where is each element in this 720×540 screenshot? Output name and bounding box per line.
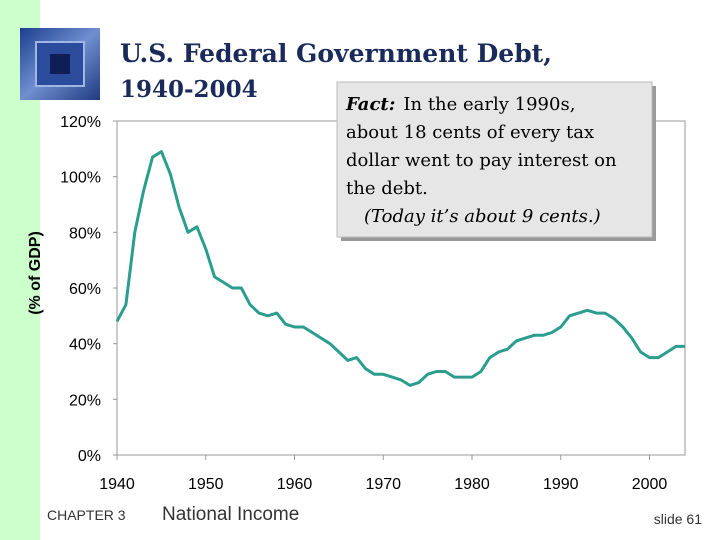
footer-topic: National Income (162, 504, 299, 525)
y-tick-label: 20% (69, 392, 101, 409)
x-tick-label: 1990 (543, 476, 579, 493)
y-tick-label: 100% (60, 170, 101, 187)
y-tick-label: 120% (60, 114, 101, 131)
annotation-label: Fact: (345, 94, 395, 115)
annotation-box (336, 81, 653, 238)
annotation-line: the debt. (346, 178, 428, 199)
chart-subtitle: 1940-2004 (120, 76, 258, 103)
x-tick-label: 1950 (188, 476, 224, 493)
footer-chapter: CHAPTER 3 (47, 507, 126, 523)
y-axis-label: (% of GDP) (27, 231, 44, 315)
annotation-line: Fact: In the early 1990s, (345, 94, 575, 115)
annotation-line: about 18 cents of every tax (346, 122, 594, 143)
chart-title: U.S. Federal Government Debt, (120, 39, 552, 68)
y-tick-label: 60% (69, 281, 101, 298)
debt-line (115, 150, 685, 387)
icon (20, 28, 100, 100)
y-tick-label: 0% (78, 448, 101, 465)
x-tick-label: 1980 (454, 476, 490, 493)
x-tick-label: 1940 (99, 476, 135, 493)
annotation-text: In the early 1990s, (403, 94, 575, 115)
annotation (336, 81, 656, 241)
x-tick-label: 1960 (277, 476, 313, 493)
x-tick-label: 2000 (632, 476, 668, 493)
annotation-line: (Today it’s about 9 cents.) (364, 206, 601, 227)
y-tick-label: 80% (69, 225, 101, 242)
annotation-line: dollar went to pay interest on (346, 150, 617, 171)
y-tick-label: 40% (69, 337, 101, 354)
footer-slide: slide 61 (654, 511, 702, 527)
x-tick-label: 1970 (365, 476, 401, 493)
